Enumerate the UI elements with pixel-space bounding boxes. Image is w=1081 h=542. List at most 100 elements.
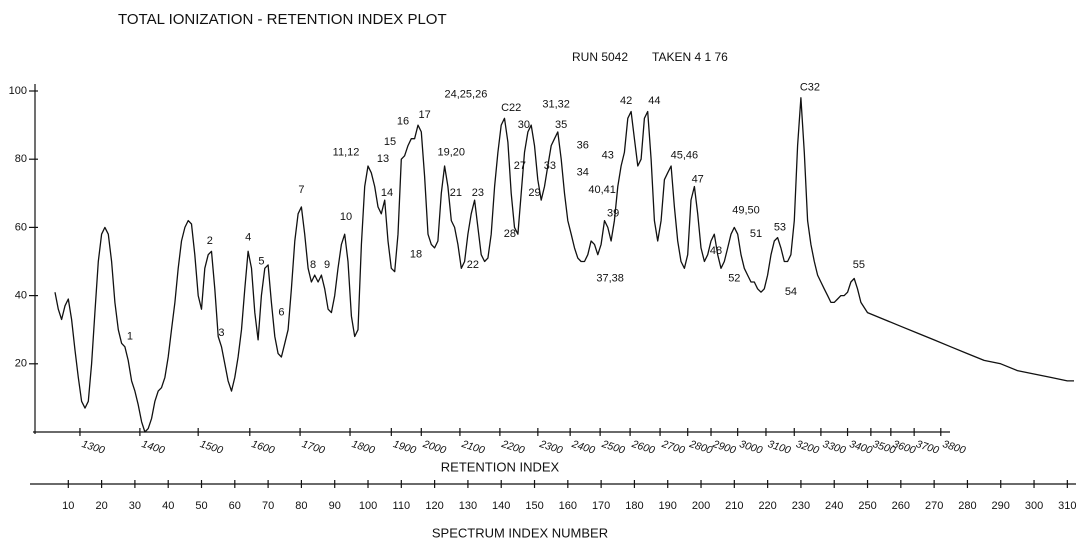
retention-axis-label: RETENTION INDEX — [441, 459, 560, 474]
x-tick-label: 300 — [1025, 500, 1043, 512]
retention-tick-label: 3700 — [914, 438, 940, 457]
x-tick-label: 30 — [129, 500, 141, 512]
peak-label: 40,41 — [588, 184, 616, 196]
x-tick-label: 70 — [262, 500, 274, 512]
peak-label: 19,20 — [438, 146, 466, 158]
peak-label: 47 — [692, 174, 704, 186]
x-tick-label: 230 — [792, 500, 810, 512]
retention-tick-label: 3100 — [766, 438, 792, 457]
x-tick-label: 180 — [625, 500, 643, 512]
peak-label: 10 — [340, 211, 352, 223]
x-tick-label: 10 — [62, 500, 74, 512]
x-tick-label: 130 — [459, 500, 477, 512]
peak-label: 54 — [785, 286, 797, 298]
x-tick-label: 140 — [492, 500, 510, 512]
retention-tick-label: 1400 — [140, 438, 166, 457]
x-tick-label: 310 — [1058, 500, 1076, 512]
retention-tick-label: 3000 — [738, 438, 764, 457]
peak-label: 36 — [577, 139, 589, 151]
peak-label: 21 — [450, 187, 462, 199]
peak-label: 43 — [602, 150, 614, 162]
chart-title: TOTAL IONIZATION - RETENTION INDEX PLOT — [118, 11, 447, 28]
x-tick-label: 90 — [329, 500, 341, 512]
x-tick-label: 210 — [725, 500, 743, 512]
retention-tick-label: 1600 — [250, 438, 276, 457]
retention-tick-label: 3400 — [848, 438, 874, 457]
peak-label: 17 — [419, 109, 431, 121]
retention-tick-label: 1500 — [198, 438, 224, 457]
y-tick-label: 100 — [9, 85, 27, 97]
peak-label: 45,46 — [671, 150, 699, 162]
x-tick-label: 240 — [825, 500, 843, 512]
retention-tick-label: 2500 — [599, 438, 626, 457]
run-label: RUN 5042 — [572, 50, 628, 64]
peak-label: 39 — [607, 208, 619, 220]
peak-label: 9 — [324, 259, 330, 271]
peak-label: 15 — [384, 136, 396, 148]
retention-tick-label: 3600 — [891, 438, 917, 457]
trace-line — [54, 97, 1074, 433]
x-tick-label: 100 — [359, 500, 377, 512]
date-label: TAKEN 4 1 76 — [652, 50, 728, 64]
x-tick-label: 220 — [758, 500, 776, 512]
retention-tick-label: 2400 — [569, 438, 596, 457]
peak-label: 35 — [555, 119, 567, 131]
retention-tick-label: 3300 — [821, 438, 847, 457]
peak-label: C32 — [800, 81, 820, 93]
x-tick-label: 60 — [229, 500, 241, 512]
peak-label: 30 — [518, 119, 530, 131]
x-tick-label: 110 — [393, 500, 411, 512]
y-tick-label: 40 — [15, 290, 27, 302]
retention-tick-label: 1900 — [392, 438, 418, 457]
peak-label: 42 — [620, 95, 632, 107]
retention-tick-label: 2900 — [710, 438, 737, 457]
x-tick-label: 150 — [525, 500, 543, 512]
x-tick-label: 50 — [195, 500, 207, 512]
retention-tick-label: 2600 — [629, 438, 656, 457]
peak-label: 22 — [467, 259, 479, 271]
x-tick-label: 120 — [425, 500, 443, 512]
peak-label: 13 — [377, 153, 389, 165]
peak-label: 29 — [528, 187, 540, 199]
peak-label: 1 — [127, 330, 133, 342]
x-tick-label: 170 — [592, 500, 610, 512]
x-tick-label: 290 — [992, 500, 1010, 512]
x-tick-label: 20 — [95, 500, 107, 512]
peak-label: 48 — [710, 245, 722, 257]
x-tick-label: 270 — [925, 500, 943, 512]
y-tick-label: 20 — [15, 358, 27, 370]
peak-label: 11,12 — [333, 146, 360, 158]
retention-tick-label: 2300 — [537, 438, 564, 457]
peak-label: 27 — [514, 160, 526, 172]
peak-label: 16 — [397, 116, 409, 128]
x-tick-label: 160 — [559, 500, 577, 512]
retention-tick-label: 2200 — [499, 438, 526, 457]
x-tick-label: 40 — [162, 500, 174, 512]
peak-label: 37,38 — [596, 272, 624, 284]
peak-label: 4 — [245, 232, 251, 244]
retention-tick-label: 2100 — [459, 438, 486, 457]
peak-label: 6 — [278, 307, 284, 319]
peak-label: 33 — [544, 160, 556, 172]
retention-tick-label: 1700 — [300, 438, 326, 457]
peak-label: 34 — [577, 167, 589, 179]
peak-label: 2 — [207, 235, 213, 247]
peak-label: 49,50 — [732, 204, 760, 216]
y-tick-label: 80 — [15, 153, 27, 165]
x-tick-label: 80 — [295, 500, 307, 512]
x-tick-label: 200 — [692, 500, 710, 512]
peak-label: 8 — [310, 259, 316, 271]
peak-label: 3 — [218, 327, 224, 339]
x-tick-label: 260 — [892, 500, 910, 512]
retention-tick-label: 2800 — [687, 438, 714, 457]
peak-label: 51 — [750, 228, 762, 240]
peak-label: 55 — [853, 259, 865, 271]
retention-tick-label: 3800 — [941, 438, 967, 457]
x-axis-label: SPECTRUM INDEX NUMBER — [432, 525, 608, 540]
peak-label: 7 — [298, 184, 304, 196]
peak-label: 18 — [410, 249, 422, 261]
peak-label: 31,32 — [542, 99, 570, 111]
peak-label: 14 — [381, 187, 393, 199]
y-tick-label: 60 — [15, 221, 27, 233]
